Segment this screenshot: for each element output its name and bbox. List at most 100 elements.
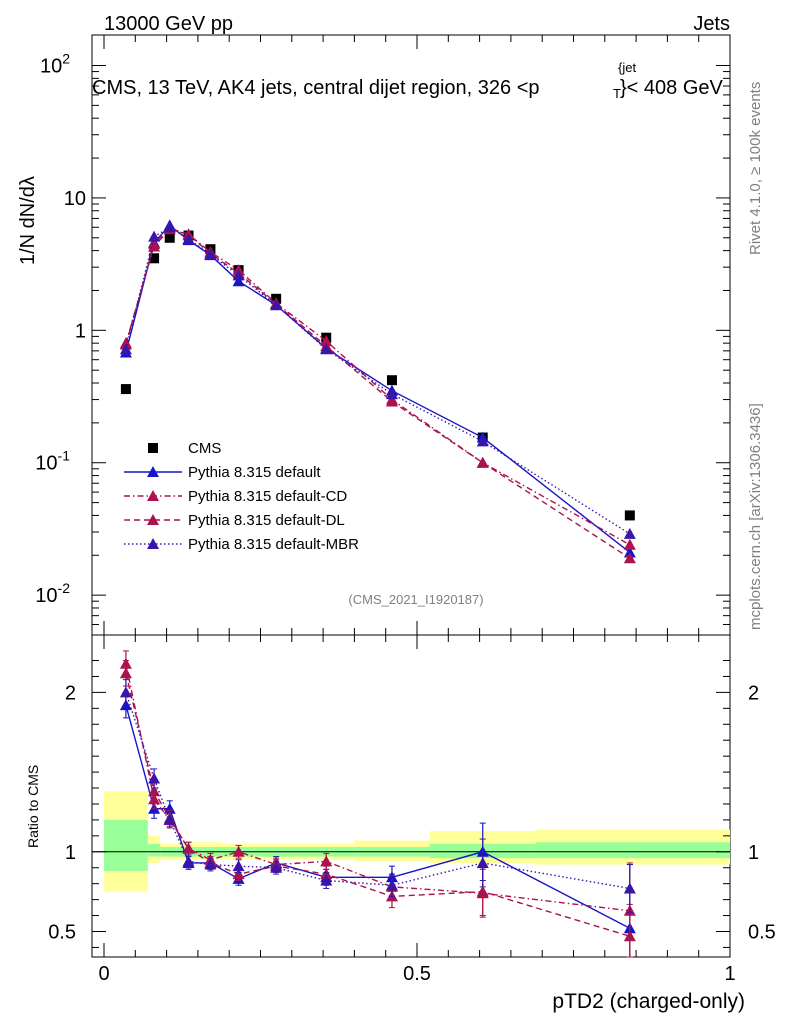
- series-line: [125, 226, 631, 535]
- data-point: [623, 546, 636, 558]
- data-point: [385, 388, 398, 400]
- ratio-point: [320, 855, 333, 867]
- ratio-line: [125, 673, 631, 937]
- legend-item: Pythia 8.315 default-MBR: [124, 536, 359, 553]
- ratio-point: [119, 667, 132, 679]
- series-pythia-8-315-default: [119, 219, 636, 558]
- data-point: [623, 527, 636, 539]
- legend-item: Pythia 8.315 default-CD: [124, 488, 347, 505]
- xtick-label: 0: [98, 963, 109, 985]
- ratio-series-pythia-8-315-default-mbr: [119, 679, 636, 913]
- data-point: [232, 275, 245, 287]
- legend-label: Pythia 8.315 default: [188, 464, 321, 481]
- data-point: [624, 510, 635, 521]
- data-point: [476, 456, 489, 468]
- data-point: [148, 237, 161, 249]
- xtick-label: 1: [724, 963, 735, 985]
- ylabel-top-text: 1/N dN/dλ: [17, 176, 39, 265]
- ratio-point: [476, 885, 489, 897]
- data-point: [163, 221, 176, 233]
- data-point: [623, 552, 636, 564]
- watermark: (CMS_2021_I1920187): [348, 592, 483, 607]
- ratio-point: [623, 930, 636, 942]
- data-point: [204, 248, 217, 260]
- ratio-point: [232, 860, 245, 872]
- ratio-line: [125, 692, 630, 890]
- data-point: [320, 343, 333, 355]
- band-inner: [535, 842, 730, 859]
- ratio-ytick-label-right: 1: [748, 842, 759, 864]
- data-point: [385, 395, 398, 407]
- ratio-axes: 0.5 0.5 1 1 2 2 0 0.5 1: [48, 635, 776, 985]
- xlabel: pTD2 (charged-only): [552, 990, 745, 1013]
- data-point: [119, 343, 132, 355]
- title-sup: {jet: [618, 60, 636, 75]
- series-pythia-8-315-default-mbr: [119, 221, 636, 539]
- plot-title: CMS, 13 TeV, AK4 jets, central dijet reg…: [92, 60, 724, 101]
- legend-marker: [147, 538, 159, 549]
- ratio-ytick-label-right: 2: [748, 682, 759, 704]
- data-point: [623, 538, 636, 550]
- ratio-point: [204, 858, 217, 870]
- data-point: [148, 230, 161, 242]
- ratio-point: [119, 686, 132, 698]
- ratio-series: [119, 650, 636, 958]
- data-point: [120, 384, 131, 395]
- legend-label: Pythia 8.315 default-MBR: [188, 536, 359, 553]
- ratio-point: [163, 813, 176, 825]
- data-point: [270, 299, 283, 311]
- ratio-point: [232, 845, 245, 857]
- title-sub: T: [613, 86, 621, 101]
- legend-label: Pythia 8.315 default-DL: [188, 512, 345, 529]
- rivet-label: Rivet 4.1.0, ≥ 100k events: [747, 82, 764, 255]
- ratio-point: [182, 855, 195, 867]
- ratio-uncertainty-bands: [104, 791, 730, 892]
- xtick-label: 0.5: [403, 963, 431, 985]
- ratio-point: [148, 772, 161, 784]
- header-right: Jets: [693, 13, 730, 35]
- legend-item: Pythia 8.315 default: [124, 464, 321, 481]
- legend-marker: [147, 490, 159, 501]
- header-left: 13000 GeV pp: [104, 13, 233, 35]
- ratio-series-pythia-8-315-default-dl: [119, 660, 636, 958]
- data-point: [232, 269, 245, 281]
- data-point: [149, 253, 160, 264]
- ratio-point: [270, 861, 283, 873]
- ratio-ytick-label: 1: [65, 842, 76, 864]
- legend-label: CMS: [188, 440, 221, 457]
- mcplots-label: mcplots.cern.ch [arXiv:1306.3436]: [747, 403, 764, 630]
- ratio-line: [125, 704, 631, 929]
- main-axes: 10-2 10-1 1 10 102: [35, 35, 731, 636]
- legend-label: Pythia 8.315 default-CD: [188, 488, 347, 505]
- main-ytick-label: 10-2: [35, 580, 70, 607]
- ratio-series-pythia-8-315-default: [119, 691, 636, 958]
- ratio-point: [148, 785, 161, 797]
- ylabel-ratio: Ratio to CMS: [25, 765, 41, 848]
- ratio-ytick-label-right: 0.5: [748, 921, 776, 943]
- series-line: [125, 227, 631, 559]
- ratio-point: [320, 874, 333, 886]
- data-point: [386, 375, 397, 386]
- data-point: [476, 435, 489, 447]
- legend-marker: [147, 466, 159, 477]
- data-point: [182, 232, 195, 244]
- ratio-ytick-label: 2: [65, 682, 76, 704]
- ratio-line: [125, 663, 630, 912]
- ratio-point: [182, 842, 195, 854]
- ylabel-top: 1/N dN/dλ: [17, 176, 39, 265]
- main-ytick-label: 102: [40, 51, 70, 78]
- legend-marker: [147, 514, 159, 525]
- ratio-point: [623, 882, 636, 894]
- main-ytick-label: 10: [64, 188, 86, 210]
- main-series: [119, 219, 636, 564]
- legend-item: CMS: [148, 440, 221, 457]
- title-main: CMS, 13 TeV, AK4 jets, central dijet reg…: [92, 77, 540, 99]
- ratio-ytick-label: 0.5: [48, 921, 76, 943]
- band-inner: [147, 843, 161, 857]
- data-point: [164, 232, 175, 243]
- ratio-point: [232, 868, 245, 880]
- title-end: }< 408 GeV: [620, 77, 724, 99]
- legend-marker: [148, 443, 158, 453]
- main-ytick-label: 10-1: [35, 448, 70, 475]
